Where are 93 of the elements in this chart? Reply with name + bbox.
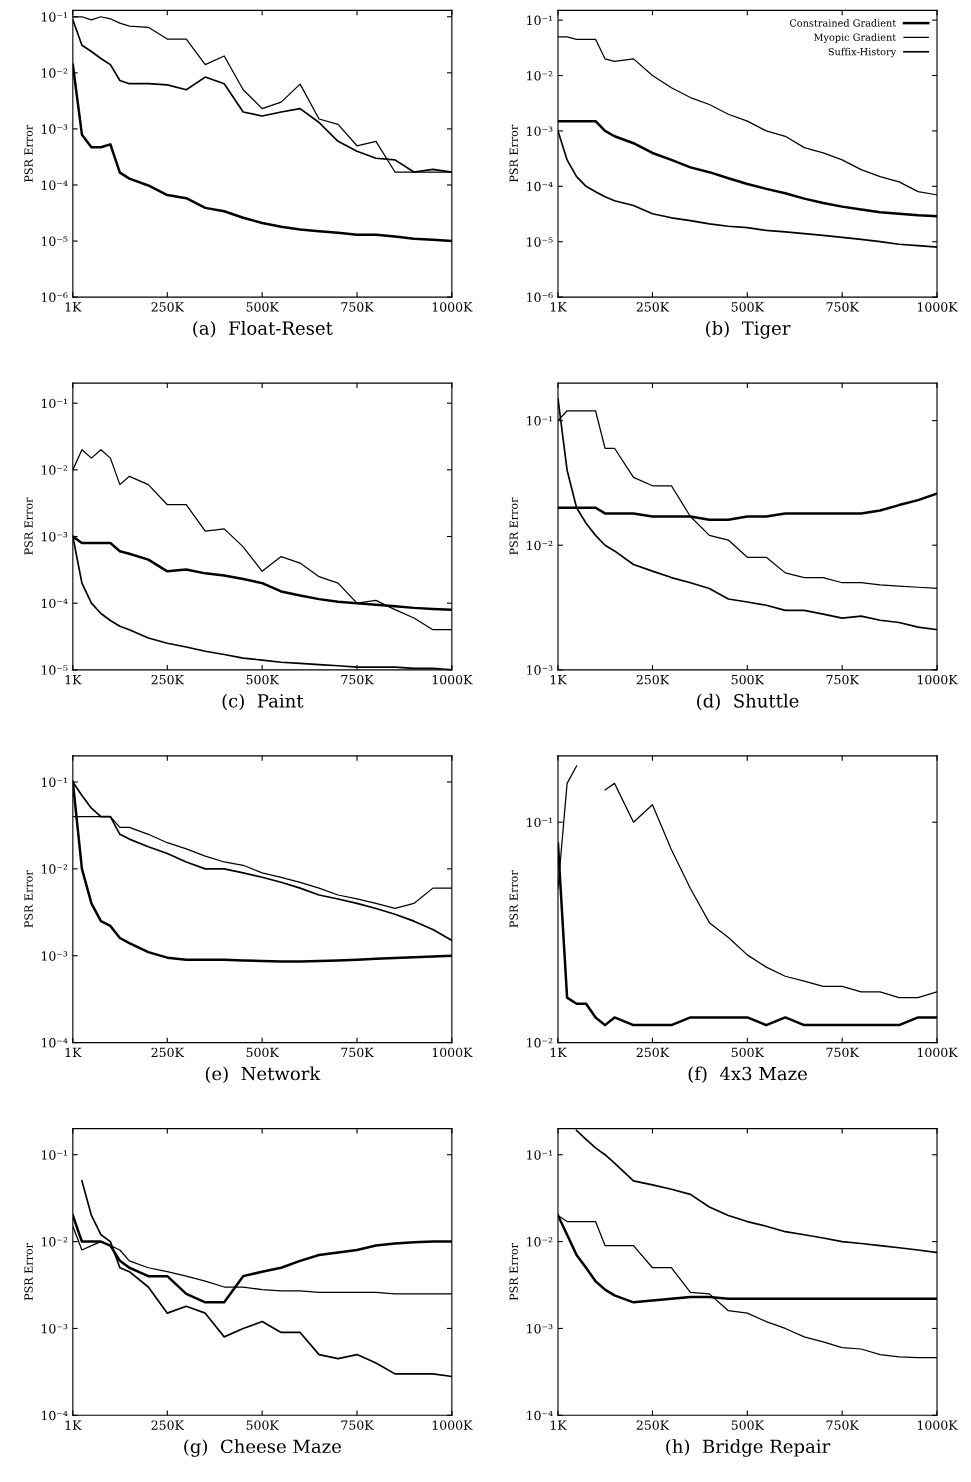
- text: (a) Float-Reset: [193, 320, 333, 338]
- x-tick-label: 1000K: [432, 1047, 473, 1058]
- x-tick-label: 500K: [731, 302, 765, 312]
- x-tick-label: 500K: [731, 1047, 765, 1058]
- y-tick-label: 10⁻⁶: [527, 292, 553, 303]
- x-tick-label: 1K: [550, 302, 567, 312]
- legend-label: Constrained Gradient: [789, 19, 897, 27]
- text: (g) Cheese Maze: [184, 1439, 341, 1457]
- y-tick-label: 10⁻²: [527, 70, 553, 81]
- y-tick-label: 10⁻¹: [527, 1150, 553, 1160]
- text: (h) Bridge Repair: [666, 1439, 831, 1457]
- y-axis-title: PSR Error: [509, 1243, 518, 1301]
- y-tick-label: 10⁻³: [527, 126, 553, 136]
- y-tick-label: 10⁻⁵: [41, 665, 68, 675]
- legend-label: Suffix-History: [828, 47, 897, 58]
- x-tick-label: 250K: [151, 674, 185, 685]
- y-tick-label: 10⁻³: [41, 531, 68, 542]
- y-tick-label: 10⁻²: [41, 864, 68, 874]
- y-tick-label: 10⁻¹: [527, 817, 553, 828]
- y-axis-title: PSR Error: [509, 124, 518, 182]
- y-axis-title: PSR Error: [24, 124, 33, 182]
- x-tick-label: 250K: [151, 1047, 185, 1058]
- y-tick-label: 10⁻¹: [41, 398, 67, 409]
- y-axis-title: PSR Error: [509, 497, 518, 555]
- y-tick-label: 10⁻⁴: [527, 181, 553, 192]
- y-tick-label: 10⁻⁴: [41, 1410, 68, 1421]
- x-tick-label: 750K: [826, 302, 859, 312]
- y-tick-label: 10⁻⁴: [527, 1410, 553, 1421]
- x-tick-label: 750K: [341, 1420, 374, 1430]
- y-tick-label: 10⁻²: [527, 1038, 553, 1048]
- y-tick-label: 10⁻⁴: [41, 598, 68, 609]
- y-tick-label: 10⁻²: [41, 68, 68, 78]
- x-tick-label: 1K: [65, 1047, 82, 1057]
- x-tick-label: 1000K: [432, 302, 473, 312]
- y-tick-label: 10⁻¹: [527, 416, 553, 426]
- text: (d) Shuttle: [697, 693, 799, 711]
- y-axis-title: PSR Error: [24, 870, 33, 928]
- x-tick-label: 1K: [550, 674, 567, 685]
- y-axis-title: PSR Error: [509, 870, 518, 928]
- x-tick-label: 250K: [636, 1047, 670, 1058]
- y-tick-label: 10⁻⁵: [527, 237, 553, 247]
- x-tick-label: 750K: [826, 674, 859, 685]
- y-tick-label: 10⁻⁴: [41, 180, 68, 190]
- y-tick-label: 10⁻¹: [41, 1150, 67, 1160]
- x-tick-label: 1000K: [432, 1420, 473, 1430]
- x-tick-label: 1000K: [917, 302, 958, 312]
- legend-label: Myopic Gradient: [814, 33, 897, 43]
- x-tick-label: 1K: [65, 674, 82, 685]
- x-tick-label: 500K: [246, 1420, 279, 1430]
- y-tick-label: 10⁻³: [41, 1323, 68, 1334]
- x-tick-label: 500K: [731, 1420, 765, 1430]
- y-tick-label: 10⁻³: [41, 124, 68, 134]
- x-tick-label: 1K: [550, 1047, 567, 1057]
- y-tick-label: 10⁻¹: [41, 777, 67, 787]
- text: (c) Paint: [222, 693, 304, 711]
- text: (b) Tiger: [706, 320, 791, 339]
- x-tick-label: 750K: [341, 1047, 374, 1058]
- x-tick-label: 250K: [636, 1420, 670, 1430]
- y-tick-label: 10⁻²: [527, 1237, 553, 1247]
- y-tick-label: 10⁻⁶: [41, 292, 68, 303]
- x-tick-label: 1000K: [432, 674, 473, 685]
- text: (f) 4x3 Maze: [688, 1066, 807, 1083]
- y-tick-label: 10⁻⁵: [41, 236, 68, 246]
- x-tick-label: 500K: [731, 674, 765, 685]
- x-tick-label: 250K: [636, 674, 670, 685]
- y-tick-label: 10⁻²: [41, 1237, 68, 1247]
- x-tick-label: 1000K: [917, 674, 958, 685]
- x-tick-label: 750K: [341, 674, 374, 685]
- x-tick-label: 1K: [65, 302, 82, 312]
- x-tick-label: 500K: [246, 674, 279, 685]
- x-tick-label: 500K: [246, 302, 279, 312]
- x-tick-label: 1K: [550, 1420, 567, 1430]
- x-tick-label: 250K: [151, 1420, 185, 1430]
- x-tick-label: 1000K: [917, 1047, 958, 1058]
- y-tick-label: 10⁻³: [527, 1323, 553, 1334]
- y-tick-label: 10⁻¹: [41, 12, 67, 22]
- y-tick-label: 10⁻³: [41, 951, 68, 961]
- x-tick-label: 250K: [151, 302, 185, 312]
- y-axis-title: PSR Error: [24, 497, 33, 555]
- y-tick-label: 10⁻³: [527, 665, 553, 675]
- x-tick-label: 1000K: [917, 1420, 958, 1430]
- x-tick-label: 250K: [636, 302, 670, 312]
- x-tick-label: 1K: [65, 1420, 82, 1430]
- y-tick-label: 10⁻¹: [527, 15, 553, 26]
- y-tick-label: 10⁻²: [527, 540, 553, 551]
- x-tick-label: 750K: [341, 302, 374, 312]
- y-tick-label: 10⁻²: [41, 465, 68, 475]
- x-tick-label: 500K: [246, 1047, 279, 1058]
- y-axis-title: PSR Error: [24, 1243, 33, 1301]
- x-tick-label: 750K: [826, 1420, 859, 1430]
- y-tick-label: 10⁻⁴: [41, 1038, 68, 1048]
- text: (e) Network: [205, 1066, 321, 1083]
- x-tick-label: 750K: [826, 1047, 859, 1058]
